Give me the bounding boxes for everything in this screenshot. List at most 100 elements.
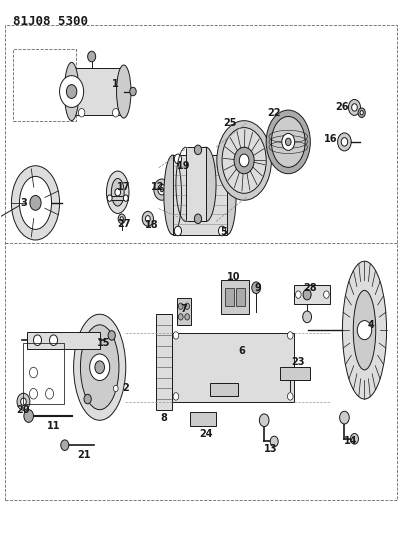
Circle shape <box>219 226 226 236</box>
Circle shape <box>259 414 269 426</box>
Circle shape <box>123 195 128 201</box>
Circle shape <box>178 314 183 320</box>
Circle shape <box>288 332 293 339</box>
Circle shape <box>219 154 226 164</box>
Circle shape <box>113 109 119 117</box>
Circle shape <box>185 303 189 310</box>
Ellipse shape <box>74 314 126 420</box>
Circle shape <box>115 189 120 196</box>
Circle shape <box>108 330 115 340</box>
Circle shape <box>178 303 183 310</box>
Circle shape <box>21 398 26 406</box>
Circle shape <box>194 214 202 223</box>
Bar <box>280 367 310 381</box>
Ellipse shape <box>11 166 59 240</box>
Circle shape <box>303 289 311 300</box>
Text: 11: 11 <box>47 421 60 431</box>
Circle shape <box>90 354 110 381</box>
Circle shape <box>114 385 118 392</box>
Ellipse shape <box>164 155 181 235</box>
Circle shape <box>341 138 348 146</box>
Circle shape <box>34 335 42 345</box>
Circle shape <box>17 393 30 410</box>
Circle shape <box>29 367 38 378</box>
Circle shape <box>324 291 329 298</box>
Circle shape <box>160 188 164 192</box>
Text: 20: 20 <box>17 405 30 415</box>
Circle shape <box>154 179 170 200</box>
Ellipse shape <box>343 261 387 399</box>
Text: 12: 12 <box>151 182 164 192</box>
Circle shape <box>350 433 358 444</box>
Circle shape <box>88 51 96 62</box>
Text: 5: 5 <box>221 227 227 237</box>
Bar <box>177 298 191 325</box>
Circle shape <box>295 291 301 298</box>
Ellipse shape <box>266 110 310 174</box>
Text: 13: 13 <box>263 445 277 455</box>
Text: 22: 22 <box>267 108 281 118</box>
Text: 2: 2 <box>122 383 129 393</box>
Circle shape <box>46 389 54 399</box>
Circle shape <box>59 76 84 108</box>
Bar <box>108 196 128 200</box>
Circle shape <box>95 361 105 374</box>
Text: 16: 16 <box>324 134 337 144</box>
Circle shape <box>142 212 154 226</box>
Circle shape <box>252 282 261 294</box>
Text: 7: 7 <box>181 304 187 314</box>
Bar <box>225 288 234 306</box>
Circle shape <box>239 154 249 167</box>
Circle shape <box>173 332 179 339</box>
Text: 28: 28 <box>303 282 317 293</box>
Circle shape <box>351 104 357 111</box>
Text: 15: 15 <box>97 338 110 349</box>
Text: 3: 3 <box>20 198 27 208</box>
Circle shape <box>158 184 166 195</box>
Bar <box>173 155 227 235</box>
Circle shape <box>288 393 293 400</box>
Circle shape <box>357 320 372 340</box>
Ellipse shape <box>219 155 236 235</box>
Text: 18: 18 <box>145 220 159 230</box>
Bar <box>172 333 294 402</box>
Text: 4: 4 <box>367 320 374 330</box>
Bar <box>156 314 172 410</box>
Bar <box>190 413 216 425</box>
Ellipse shape <box>353 290 376 370</box>
Bar <box>13 49 76 120</box>
Ellipse shape <box>222 127 266 193</box>
Text: 81J08 5300: 81J08 5300 <box>13 14 88 28</box>
Circle shape <box>50 335 57 345</box>
Text: 1: 1 <box>112 78 119 88</box>
Circle shape <box>286 138 291 146</box>
Text: 6: 6 <box>239 346 246 357</box>
Text: 21: 21 <box>77 450 90 460</box>
Circle shape <box>282 133 295 150</box>
Circle shape <box>107 195 112 201</box>
Text: 19: 19 <box>177 161 191 171</box>
Circle shape <box>84 394 91 404</box>
Ellipse shape <box>217 120 271 200</box>
Circle shape <box>194 145 202 155</box>
Text: 9: 9 <box>255 282 261 293</box>
Bar <box>294 285 330 304</box>
Text: 26: 26 <box>336 102 349 112</box>
Text: 27: 27 <box>117 219 130 229</box>
Text: 17: 17 <box>117 182 130 192</box>
Ellipse shape <box>112 179 124 206</box>
Circle shape <box>303 311 311 322</box>
Ellipse shape <box>271 116 305 167</box>
Bar <box>210 383 238 397</box>
Circle shape <box>360 111 363 115</box>
Text: 25: 25 <box>223 118 237 128</box>
Text: 14: 14 <box>344 437 357 447</box>
Bar <box>221 280 249 314</box>
Circle shape <box>118 214 125 223</box>
Circle shape <box>30 196 41 211</box>
Text: 23: 23 <box>292 357 305 367</box>
Circle shape <box>185 314 189 320</box>
Bar <box>27 332 100 349</box>
Circle shape <box>340 411 349 424</box>
Circle shape <box>24 410 34 422</box>
